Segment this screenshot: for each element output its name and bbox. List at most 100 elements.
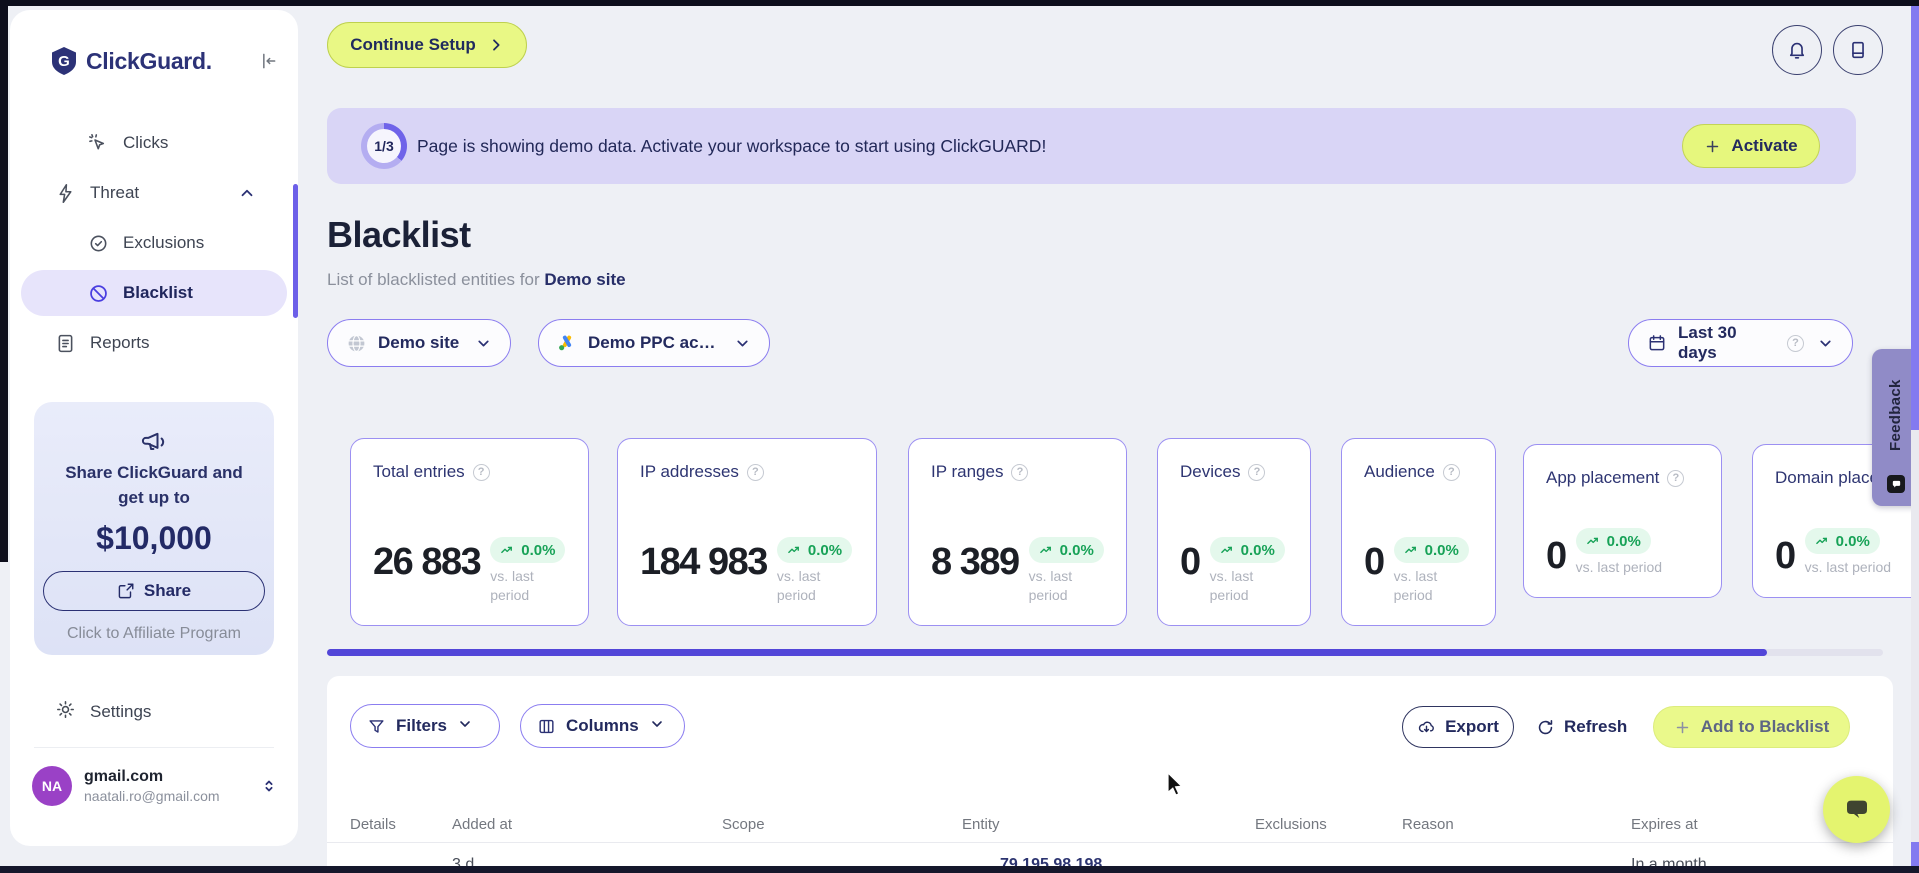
- stat-card-ip-ranges: IP ranges 8 389 0.0% vs. last period: [908, 438, 1127, 626]
- sidebar-item-label: Reports: [90, 333, 150, 352]
- table-row[interactable]: 3 d 79.195.98.198 In a month: [327, 852, 1893, 866]
- sidebar-scroll-indicator[interactable]: [293, 184, 298, 318]
- help-icon: [1787, 334, 1804, 352]
- cell-entity: 79.195.98.198: [1000, 856, 1103, 866]
- share-label: Share: [143, 581, 192, 601]
- stat-note: vs. last period: [490, 568, 534, 604]
- help-icon[interactable]: [1667, 469, 1685, 487]
- stat-note: vs. last period: [776, 568, 821, 604]
- add-to-blacklist-label: Add to Blacklist: [1700, 717, 1830, 736]
- google-ads-icon: [559, 335, 572, 351]
- chevron-down-icon: [1817, 335, 1834, 352]
- stat-label: Audience: [1364, 462, 1435, 481]
- scrollbar-thumb[interactable]: [1911, 6, 1919, 430]
- chevron-up-icon[interactable]: [238, 184, 256, 202]
- cards-horizontal-scrollbar[interactable]: [327, 649, 1883, 656]
- site-selector[interactable]: Demo site: [327, 319, 511, 367]
- stat-card-ip-addresses: IP addresses 184 983 0.0% vs. last perio…: [617, 438, 877, 626]
- refresh-label: Refresh: [1564, 717, 1628, 736]
- column-header-details[interactable]: Details: [350, 816, 396, 833]
- stat-value: 0: [1546, 535, 1567, 577]
- column-header-exclusions[interactable]: Exclusions: [1255, 816, 1327, 833]
- table-header-divider: [327, 842, 1893, 843]
- delta-badge: 0.0%: [776, 537, 853, 564]
- delta-badge: 0.0%: [1028, 537, 1104, 564]
- scrollbar-thumb[interactable]: [327, 649, 1767, 656]
- stat-note: vs. last period: [1575, 559, 1663, 576]
- badge-check-icon: [88, 233, 109, 254]
- column-header-scope[interactable]: Scope: [722, 816, 765, 833]
- column-header-reason[interactable]: Reason: [1402, 816, 1454, 833]
- chevron-updown-icon[interactable]: [260, 776, 278, 796]
- notifications-button[interactable]: [1772, 25, 1822, 75]
- help-icon[interactable]: [746, 463, 764, 481]
- delta-badge: 0.0%: [1393, 537, 1469, 564]
- continue-setup-button[interactable]: Continue Setup: [327, 22, 527, 68]
- stat-label: Devices: [1180, 462, 1241, 481]
- stat-card-domain-placement: Domain placement 0 0.0% vs. last period: [1752, 444, 1919, 598]
- help-icon[interactable]: [1248, 463, 1266, 481]
- setup-progress-label: 1/3: [367, 129, 401, 163]
- app-title: ClickGuard.: [86, 47, 212, 74]
- bell-icon: [1789, 42, 1805, 59]
- add-to-blacklist-button[interactable]: Add to Blacklist: [1653, 706, 1850, 748]
- sidebar-item-threat[interactable]: Threat: [10, 168, 298, 218]
- continue-setup-label: Continue Setup: [350, 35, 476, 54]
- refresh-button[interactable]: Refresh: [1536, 706, 1627, 748]
- stat-note: vs. last period: [1804, 559, 1892, 576]
- sidebar-collapse-icon[interactable]: [258, 51, 278, 71]
- clickguard-logo-icon: G: [52, 47, 76, 75]
- help-icon[interactable]: [1442, 463, 1460, 481]
- stat-card-audience: Audience 0 0.0% vs. last period: [1341, 438, 1496, 626]
- scrollbar-thumb[interactable]: [1911, 842, 1919, 866]
- date-range-selector[interactable]: Last 30 days: [1628, 319, 1853, 367]
- ppc-account-selector[interactable]: Demo PPC ac…: [538, 319, 770, 367]
- trend-up-icon: [1815, 537, 1827, 544]
- sidebar-item-blacklist[interactable]: Blacklist: [21, 270, 287, 316]
- account-email: naatali.ro@gmail.com: [84, 788, 220, 804]
- trend-up-icon: [788, 546, 799, 553]
- site-selector-value: Demo site: [378, 333, 460, 352]
- filters-button[interactable]: Filters: [350, 704, 500, 748]
- account-switcher[interactable]: NA gmail.com naatali.ro@gmail.com: [10, 758, 298, 806]
- chat-launcher-button[interactable]: [1823, 776, 1890, 843]
- filter-icon: [369, 719, 384, 733]
- help-icon[interactable]: [472, 463, 490, 481]
- column-header-entity[interactable]: Entity: [962, 816, 1000, 833]
- settings-label: Settings: [90, 702, 152, 721]
- activate-label: Activate: [1731, 136, 1798, 155]
- stat-note: vs. last period: [1209, 568, 1254, 604]
- delta-badge: 0.0%: [1209, 537, 1285, 564]
- page-vertical-scrollbar[interactable]: [1911, 0, 1919, 873]
- sidebar-item-settings[interactable]: Settings: [10, 687, 298, 737]
- subtitle-site-name: Demo site: [544, 270, 626, 289]
- columns-button[interactable]: Columns: [520, 704, 685, 748]
- stat-note: vs. last period: [1393, 568, 1438, 604]
- delta-badge: 0.0%: [490, 537, 566, 564]
- column-header-added-at[interactable]: Added at: [452, 816, 513, 833]
- promo-line1: Share ClickGuard and: [65, 463, 243, 482]
- sidebar-item-label: Blacklist: [123, 283, 193, 302]
- sidebar: G ClickGuard. Clicks Threat: [10, 10, 298, 846]
- export-button[interactable]: Export: [1402, 706, 1514, 748]
- account-name: gmail.com: [84, 768, 164, 785]
- promo-line2: get up to: [118, 487, 190, 507]
- calendar-icon: [1649, 335, 1665, 351]
- docs-button[interactable]: [1833, 25, 1883, 75]
- sidebar-item-reports[interactable]: Reports: [10, 318, 298, 368]
- stat-value: 0: [1775, 535, 1796, 577]
- sidebar-item-clicks[interactable]: Clicks: [10, 118, 298, 168]
- promo-caption[interactable]: Click to Affiliate Program: [67, 625, 241, 643]
- stat-label: IP addresses: [640, 462, 739, 481]
- share-button[interactable]: Share: [43, 571, 265, 612]
- stat-card-devices: Devices 0 0.0% vs. last period: [1157, 438, 1311, 626]
- chevron-right-icon: [492, 39, 500, 51]
- sidebar-item-exclusions[interactable]: Exclusions: [10, 218, 298, 268]
- help-icon[interactable]: [1011, 463, 1029, 481]
- column-header-expires-at[interactable]: Expires at: [1631, 816, 1698, 833]
- plus-icon: [1704, 138, 1721, 155]
- export-label: Export: [1445, 717, 1499, 736]
- megaphone-icon: [141, 432, 165, 450]
- activate-button[interactable]: Activate: [1682, 124, 1820, 168]
